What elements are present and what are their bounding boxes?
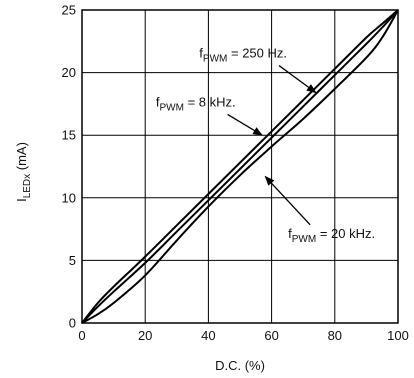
annotation-label-1: fPWM = 250 Hz. xyxy=(199,46,287,65)
y-axis-label-unit: (mA) xyxy=(14,142,29,174)
annotation-main: f xyxy=(156,94,160,109)
annotation-label-2: fPWM = 8 kHz. xyxy=(156,94,236,113)
annotation-label-3: fPWM = 20 kHz. xyxy=(288,226,375,245)
y-tick-label: 15 xyxy=(62,128,76,143)
y-tick-label: 25 xyxy=(62,3,76,18)
x-tick-label: 60 xyxy=(264,328,278,343)
series-line-2 xyxy=(81,9,399,324)
y-tick-label: 10 xyxy=(62,190,76,205)
y-tick-label: 5 xyxy=(69,253,76,268)
y-tick-label: 20 xyxy=(62,65,76,80)
y-axis-label-sub: LEDx xyxy=(22,174,33,198)
x-tick-label: 80 xyxy=(328,328,342,343)
annotation-text: = 8 kHz. xyxy=(184,94,236,109)
annotation-arrow-1 xyxy=(278,65,317,94)
x-tick-label: 40 xyxy=(201,328,215,343)
tick-labels: 0 20 40 60 80 100 0 5 10 15 20 25 xyxy=(62,3,409,344)
y-tick-label: 0 xyxy=(69,316,76,331)
plot-border xyxy=(81,9,399,324)
y-axis-label: ILEDx (mA) xyxy=(14,142,33,202)
annotation-arrow-3 xyxy=(264,175,311,226)
annotation-main: f xyxy=(288,226,292,241)
annotation-sub: PWM xyxy=(203,54,227,65)
x-tick-label: 100 xyxy=(387,328,409,343)
annotations: fPWM = 250 Hz.fPWM = 8 kHz.fPWM = 20 kHz… xyxy=(156,46,375,245)
series-line-3 xyxy=(81,9,399,324)
x-tick-label: 20 xyxy=(138,328,152,343)
annotation-text: = 20 kHz. xyxy=(316,226,375,241)
annotation-main: f xyxy=(199,46,203,61)
series-line-1 xyxy=(81,9,399,324)
series-group xyxy=(81,9,399,324)
y-axis-label-main: I xyxy=(14,198,29,202)
annotation-sub: PWM xyxy=(292,234,316,245)
annotation-arrow-2 xyxy=(227,113,263,136)
annotation-sub: PWM xyxy=(160,102,184,113)
annotation-text: = 250 Hz. xyxy=(227,46,287,61)
x-axis-label: D.C. (%) xyxy=(215,358,265,373)
x-tick-label: 0 xyxy=(78,328,85,343)
plot-frame xyxy=(81,9,399,324)
